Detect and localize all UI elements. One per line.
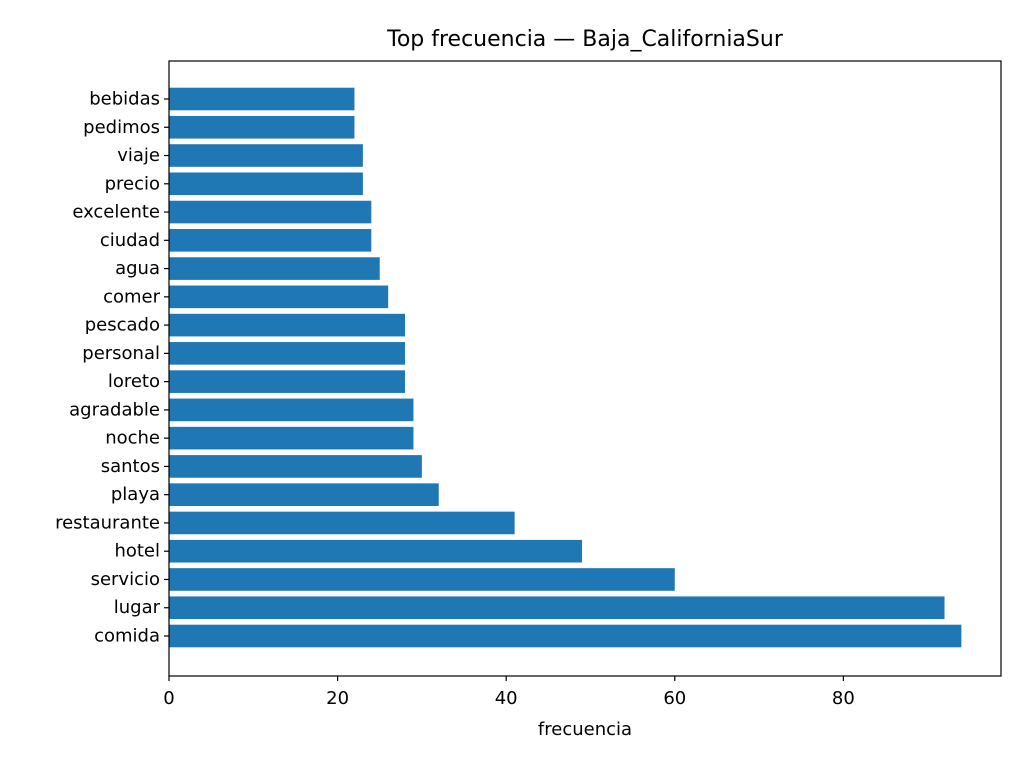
bars-group [169,87,962,648]
y-tick-label-agua: agua [115,258,160,279]
bar-noche [169,426,414,450]
y-tick-label-bebidas: bebidas [89,89,160,110]
y-tick-label-lugar: lugar [114,597,161,618]
bar-comida [169,624,962,648]
bar-personal [169,342,406,365]
chart-title: Top frecuencia — Baja_CaliforniaSur [386,27,784,52]
y-tick-label-comida: comida [94,626,160,647]
bar-agua [169,257,380,280]
bar-comer [169,285,389,309]
plot-frame [168,60,1002,677]
bar-servicio [169,568,675,591]
y-tick-label-noche: noche [105,428,160,449]
x-tick-label-60: 60 [663,688,686,709]
y-tick-label-pescado: pescado [85,315,160,336]
x-tick-label-20: 20 [326,688,349,709]
bar-agradable [169,398,414,422]
bar-playa [169,483,439,506]
bar-ciudad [169,229,372,252]
bar-pescado [169,313,406,337]
y-tick-label-viaje: viaje [117,145,160,166]
bar-bebidas [169,87,355,111]
y-tick-label-comer: comer [103,286,161,307]
y-tick-label-excelente: excelente [72,202,160,223]
bar-hotel [169,539,583,563]
bar-loreto [169,370,406,393]
y-tick-label-ciudad: ciudad [100,230,160,251]
y-tick-label-servicio: servicio [91,569,160,590]
y-tick-label-playa: playa [111,484,160,505]
x-tick-label-80: 80 [832,688,855,709]
y-axis: comida lugar servicio hotel restaurante playa… [55,89,169,647]
y-tick-label-pedimos: pedimos [83,117,160,138]
bar-santos [169,455,422,478]
bar-precio [169,172,363,196]
y-tick-label-loreto: loreto [108,371,160,392]
y-tick-label-agradable: agradable [69,399,160,420]
y-tick-label-santos: santos [101,456,160,477]
y-tick-label-hotel: hotel [114,541,160,562]
y-tick-label-precio: precio [105,173,160,194]
bar-pedimos [169,115,355,139]
bar-viaje [169,144,363,167]
bar-restaurante [169,511,515,535]
y-tick-label-personal: personal [82,343,160,364]
bar-lugar [169,596,945,620]
x-axis-label: frecuencia [538,719,632,740]
y-tick-label-restaurante: restaurante [55,512,160,533]
x-axis: 0 20 40 60 80 [163,676,855,709]
bar-excelente [169,200,372,224]
x-tick-label-40: 40 [495,688,518,709]
x-tick-label-0: 0 [163,688,174,709]
